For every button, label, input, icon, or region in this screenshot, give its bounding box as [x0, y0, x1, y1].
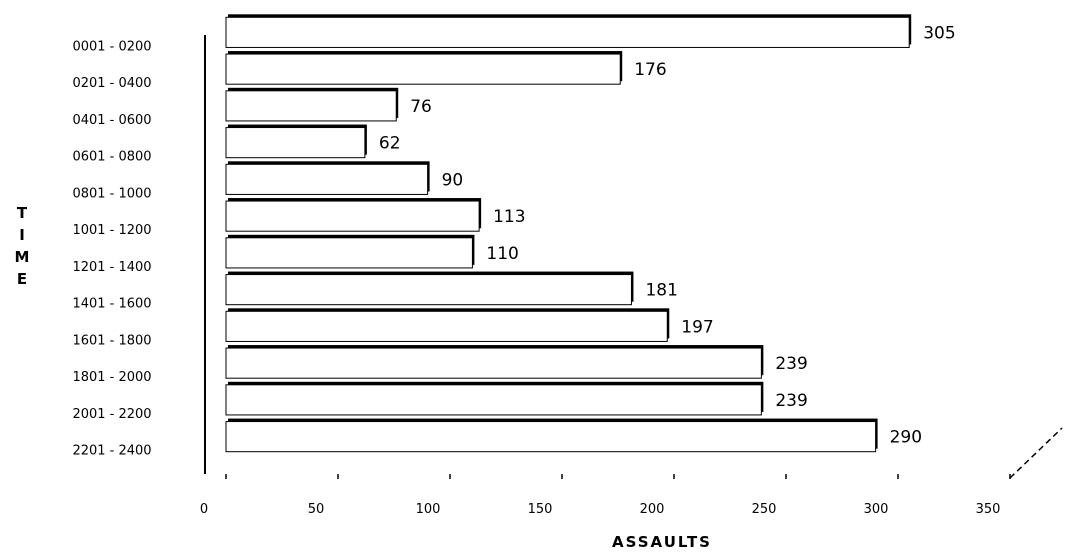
bar: [225, 90, 397, 122]
x-tick-label: 100: [416, 502, 441, 517]
data-label: 76: [410, 97, 432, 117]
chart-axes: [204, 35, 1063, 479]
bar: [225, 310, 668, 342]
x-tick-label: 50: [308, 502, 325, 517]
category-label: 0001 - 0200: [72, 39, 151, 54]
bar: [225, 347, 762, 379]
data-label: 290: [890, 428, 922, 448]
bar-group: [225, 14, 912, 453]
x-tick-label: 0: [200, 502, 208, 517]
x-tick-label: 300: [864, 502, 889, 517]
x-tick-label: 150: [528, 502, 553, 517]
category-label: 1001 - 1200: [72, 223, 151, 238]
category-label: 0401 - 0600: [72, 113, 151, 128]
category-label: 1201 - 1400: [72, 260, 151, 275]
y-axis-title-letter: M: [15, 248, 30, 266]
data-label: 90: [442, 170, 464, 190]
data-label: 181: [645, 281, 677, 301]
category-label: 0201 - 0400: [72, 76, 151, 91]
y-axis-title-letter: E: [17, 270, 27, 288]
category-label: 1401 - 1600: [72, 297, 151, 312]
bar: [225, 127, 366, 159]
data-label: 110: [486, 244, 518, 264]
data-label: 305: [923, 23, 955, 43]
x-axis-title: ASSAULTS: [612, 533, 712, 551]
category-label: 1801 - 2000: [72, 370, 151, 385]
x-tick-group: 0 50 100 150 200 250 300 350: [200, 474, 1011, 517]
data-label: 113: [493, 207, 525, 227]
bar: [225, 16, 910, 48]
bar: [225, 53, 621, 85]
bar: [225, 200, 480, 232]
category-label: 0601 - 0800: [72, 150, 151, 165]
y-axis-title-letter: T: [17, 204, 28, 222]
bar: [225, 163, 429, 195]
x-tick-label: 200: [640, 502, 665, 517]
x-axis-end-mark: [1009, 427, 1063, 479]
data-label: 239: [775, 354, 807, 374]
bar: [225, 237, 473, 269]
bar: [225, 384, 762, 416]
y-axis-title-letter: I: [19, 226, 25, 244]
data-label: 176: [634, 60, 666, 80]
data-label: 62: [379, 134, 401, 154]
category-label: 2001 - 2200: [72, 407, 151, 422]
category-label: 2201 - 2400: [72, 444, 151, 459]
data-label: 197: [681, 317, 713, 337]
x-tick-label: 250: [752, 502, 777, 517]
category-label: 0801 - 1000: [72, 186, 151, 201]
bar: [225, 421, 877, 453]
category-label: 1601 - 1800: [72, 333, 151, 348]
bar: [225, 274, 632, 306]
category-label-group: 0001 - 0200 0201 - 0400 0401 - 0600 0601 - …: [72, 39, 151, 458]
x-tick-label: 350: [976, 502, 1001, 517]
data-label: 239: [775, 391, 807, 411]
